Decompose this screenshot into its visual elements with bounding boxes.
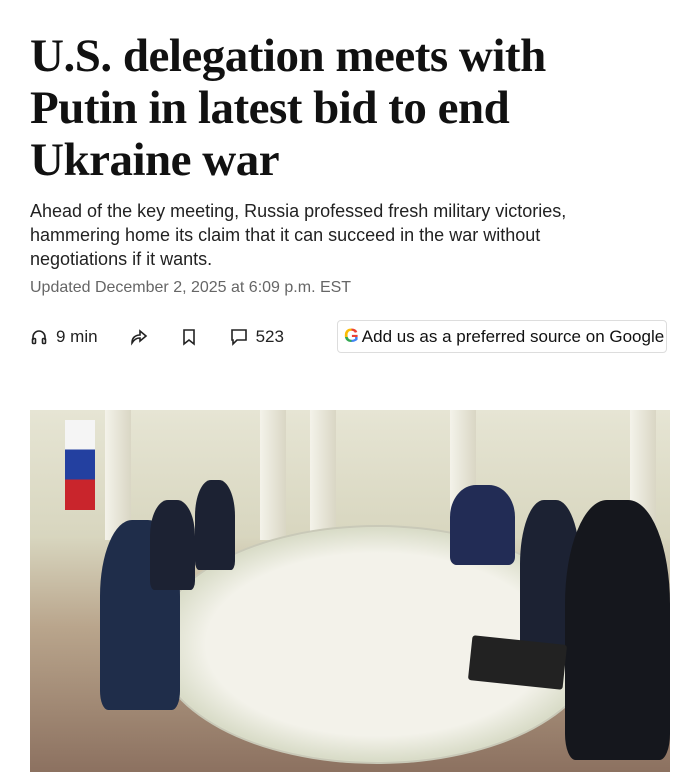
google-button-label: Add us as a preferred source on Google [361, 326, 665, 346]
google-g-icon: G [344, 325, 359, 347]
person [150, 500, 195, 590]
updated-timestamp: Updated December 2, 2025 at 6:09 p.m. ES… [30, 279, 352, 296]
listen-duration: 9 min [56, 327, 98, 346]
column [310, 410, 336, 540]
headline: U.S. delegation meets with Putin in late… [30, 30, 546, 186]
article-photo[interactable] [30, 410, 670, 772]
person [195, 480, 235, 570]
headphones-icon [31, 330, 47, 345]
column [260, 410, 286, 540]
share-icon [130, 329, 147, 346]
listen-button[interactable]: 9 min [30, 327, 98, 347]
bookmark-button[interactable] [180, 328, 198, 346]
article-dek: Ahead of the key meeting, Russia profess… [30, 201, 567, 269]
bookmark-icon [182, 329, 195, 346]
column [105, 410, 131, 540]
comment-count: 523 [255, 327, 284, 346]
google-preferred-source-button[interactable]: G Add us as a preferred source on Google [337, 320, 667, 353]
comment-icon [230, 329, 247, 346]
person [565, 500, 670, 760]
person [450, 485, 515, 565]
russian-flag [65, 420, 95, 510]
share-button[interactable] [130, 328, 148, 346]
article-toolbar: 9 min 523 [30, 320, 316, 354]
comments-button[interactable]: 523 [230, 327, 284, 347]
